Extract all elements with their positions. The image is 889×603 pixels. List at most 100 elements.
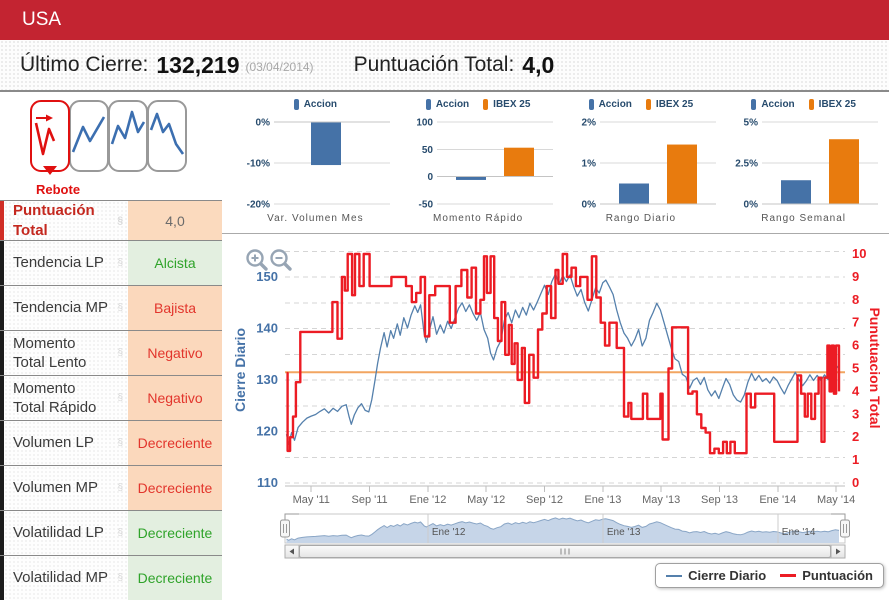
- section-icon[interactable]: §: [117, 572, 123, 584]
- legend-swatch-icon: [751, 99, 757, 111]
- svg-text:120: 120: [256, 424, 278, 439]
- section-icon[interactable]: §: [117, 347, 123, 359]
- mini-chart-legend: Accion IBEX 25: [397, 94, 560, 116]
- navigator-left-handle[interactable]: [280, 519, 290, 538]
- indicator-label: Volumen MP §: [0, 466, 128, 510]
- mini-chart-legend: Accion: [234, 94, 397, 116]
- last-close-date: (03/04/2014): [245, 60, 314, 74]
- legend-item-cierre-diario[interactable]: Cierre Diario: [666, 568, 766, 583]
- navigator-right-handle[interactable]: [840, 519, 850, 538]
- svg-text:7: 7: [852, 315, 859, 330]
- svg-text:Ene '14: Ene '14: [782, 527, 816, 538]
- svg-text:1: 1: [852, 452, 859, 467]
- indicator-label: Volatilidad MP §: [0, 556, 128, 600]
- chart-legend: Cierre Diario Puntuación: [655, 563, 884, 588]
- svg-text:0: 0: [852, 475, 859, 490]
- zoom-in-icon[interactable]: [246, 249, 268, 271]
- mini-chart-plot: 100 50 0 -50: [416, 118, 553, 211]
- svg-text:2.5%: 2.5%: [735, 159, 758, 170]
- indicator-row: Tendencia MP § Bajista: [0, 285, 222, 330]
- svg-text:5: 5: [852, 361, 859, 376]
- legend-item[interactable]: Accion: [588, 99, 632, 111]
- indicator-value: Negativo: [128, 376, 222, 420]
- svg-text:May '13: May '13: [642, 494, 680, 506]
- legend-item[interactable]: IBEX 25: [645, 99, 693, 111]
- svg-text:5%: 5%: [744, 118, 759, 129]
- chart-navigator: Ene '12 Ene '13 Ene '14: [230, 513, 889, 563]
- indicator-label: Volatilidad LP §: [0, 511, 128, 555]
- svg-text:9: 9: [852, 269, 859, 284]
- pattern-icon-downtrend[interactable]: [147, 100, 187, 172]
- indicator-value: Decreciente: [128, 466, 222, 510]
- legend-swatch-icon: [808, 99, 814, 111]
- last-close-label: Último Cierre:: [20, 53, 149, 76]
- svg-text:10: 10: [852, 246, 866, 261]
- pattern-icon-rebote[interactable]: [30, 100, 70, 172]
- section-icon[interactable]: §: [117, 302, 123, 314]
- left-panel: Rebote Puntuación Total § 4,0 Tendencia LP §…: [0, 92, 230, 603]
- svg-text:130: 130: [256, 372, 278, 387]
- legend-item[interactable]: Accion: [293, 99, 337, 111]
- pattern-icon-uptrend[interactable]: [69, 100, 109, 172]
- indicator-row: Momento Total Rápido § Negativo: [0, 375, 222, 420]
- last-close-value: 132,219: [156, 51, 240, 78]
- svg-text:Ene '13: Ene '13: [607, 527, 641, 538]
- svg-text:May '11: May '11: [293, 494, 330, 506]
- indicator-label: Tendencia MP §: [0, 286, 128, 330]
- legend-item[interactable]: IBEX 25: [483, 99, 530, 111]
- svg-text:Sep '11: Sep '11: [351, 494, 387, 506]
- legend-swatch-icon: [425, 99, 431, 111]
- indicator-value: Bajista: [128, 286, 222, 330]
- svg-text:0%: 0%: [256, 118, 271, 129]
- legend-item[interactable]: Accion: [425, 99, 469, 111]
- indicator-row: Volatilidad LP § Decreciente: [0, 510, 222, 555]
- section-icon[interactable]: §: [117, 215, 123, 226]
- legend-line-icon: [780, 574, 797, 577]
- section-icon[interactable]: §: [117, 437, 123, 449]
- left-axis-title: Cierre Diario: [232, 328, 248, 412]
- svg-text:3: 3: [852, 406, 859, 421]
- main-chart-svg: May '11 Sep '11 Ene '12 May '12 Sep '12 Ene '…: [232, 246, 883, 506]
- svg-text:110: 110: [257, 475, 278, 490]
- mini-chart-title: Rango Diario: [605, 213, 677, 224]
- indicator-label: Momento Total Rápido §: [0, 376, 128, 420]
- ticker-title: USA: [22, 9, 62, 30]
- score-series-line: [286, 252, 841, 455]
- legend-swatch-icon: [588, 99, 594, 111]
- title-bar: USA: [0, 0, 889, 40]
- navigator-svg: Ene '12 Ene '13 Ene '14: [280, 513, 850, 559]
- indicator-label: Momento Total Lento §: [0, 331, 128, 375]
- legend-item[interactable]: Accion: [751, 99, 795, 111]
- indicator-value: Decreciente: [128, 511, 222, 555]
- svg-text:Ene '12: Ene '12: [409, 494, 446, 506]
- pattern-icon-peaks[interactable]: [108, 100, 148, 172]
- section-icon[interactable]: §: [117, 257, 123, 269]
- svg-text:Sep '12: Sep '12: [526, 494, 563, 506]
- section-icon[interactable]: §: [117, 527, 123, 539]
- svg-text:2: 2: [852, 429, 859, 444]
- separator-line: [222, 233, 889, 234]
- pattern-selector: Rebote: [0, 92, 230, 200]
- rebote-pattern-icon: [34, 114, 56, 156]
- legend-item[interactable]: IBEX 25: [808, 99, 856, 111]
- legend-item-puntuacion[interactable]: Puntuación: [780, 568, 873, 583]
- indicator-value: Alcista: [128, 241, 222, 285]
- mini-chart: Accion 0% -10% -20% Var. Volumen Mes: [234, 94, 397, 230]
- navigator-area: [286, 517, 839, 543]
- svg-text:Ene '12: Ene '12: [432, 527, 466, 538]
- indicator-table: Puntuación Total § 4,0 Tendencia LP § Alcista…: [0, 200, 222, 600]
- mini-charts-row: Accion 0% -10% -20% Var. Volumen Mes Accion IB…: [230, 94, 889, 230]
- price-series-line: [285, 273, 840, 446]
- svg-text:Ene '14: Ene '14: [759, 494, 796, 506]
- scrollbar-right-arrow-icon[interactable]: [830, 544, 846, 559]
- main-chart: May '11 Sep '11 Ene '12 May '12 Sep '12 Ene '…: [230, 240, 889, 512]
- svg-text:150: 150: [256, 269, 278, 284]
- section-icon[interactable]: §: [117, 482, 123, 494]
- mini-chart-legend: Accion IBEX 25: [722, 94, 885, 116]
- zoom-out-icon[interactable]: [270, 249, 292, 271]
- summary-bar: Último Cierre: 132,219 (03/04/2014) Punt…: [0, 40, 889, 92]
- svg-text:Ene '13: Ene '13: [584, 494, 621, 506]
- section-icon[interactable]: §: [117, 392, 123, 404]
- indicator-row: Tendencia LP § Alcista: [0, 240, 222, 285]
- scrollbar-left-arrow-icon[interactable]: [284, 544, 300, 559]
